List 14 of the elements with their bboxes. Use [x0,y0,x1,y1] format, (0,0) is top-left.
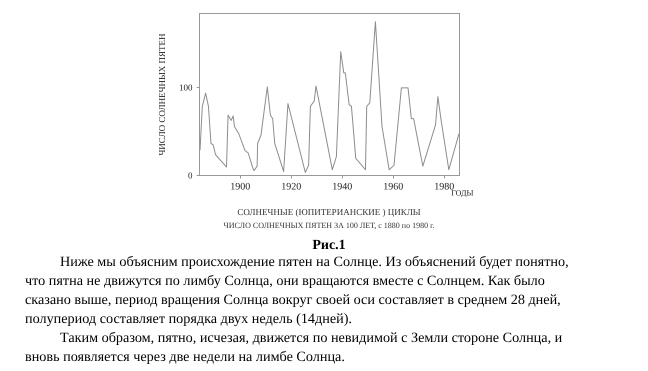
line-series [200,21,459,173]
y-tick-label: 100 [179,82,193,92]
x-tick-label: 1960 [383,182,404,192]
text: Рис.1 [312,238,346,253]
x-tick-label: 1900 [230,182,250,192]
y-tick-label: 0 [188,170,193,180]
x-tick-label: 1920 [281,182,302,192]
text: СОЛНЕЧНЫЕ (ЮПИТЕРИАНСКИЕ ) ЦИКЛЫ [237,207,421,217]
y-axis-title: ЧИСЛО СОЛНЕЧНЫХ ПЯТЕН [157,32,167,156]
x-tick-label: 1940 [332,182,352,192]
x-axis-title: ГОДЫ [451,188,474,198]
text: ЧИСЛО СОЛНЕЧНЫХ ПЯТЕН ЗА 100 ЛЕТ, с 1880 по 1980 г. [224,221,434,230]
text: Таким образом, пятно, исчезая, движется по невидимой с Земли стороне Солнца, и вновь появляется через две недели на лимбе Солнца. [25,330,563,365]
text: Ниже мы объясним происхождение пятен на Солнце. Из объяснений будет понятно, что пятна не движутся по лимбу Солнца, они вращаются вместе с Солнцем. Как было сказано выше, период вращения Солнца вокруг своей оси составляет в среднем 28 дней, полупериод составляет порядка двух недель (14дней). [25,254,569,327]
